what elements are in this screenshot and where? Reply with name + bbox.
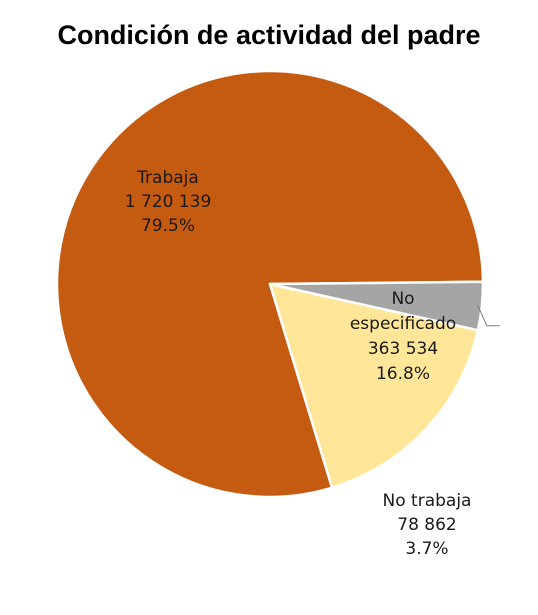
data-label-trabaja: Trabaja 1 720 139 79.5% [125, 168, 212, 236]
slice-no-especificado [268, 282, 480, 489]
slice-no-trabaja [268, 280, 485, 332]
data-label-no-trabaja: No trabaja 78 862 3.7% [383, 491, 472, 559]
data-label-no-especificado: No especificado 363 534 16.8% [350, 289, 456, 384]
chart-title: Condición de actividad del padre [57, 20, 481, 50]
leader-line-no-trabaja [477, 305, 500, 327]
